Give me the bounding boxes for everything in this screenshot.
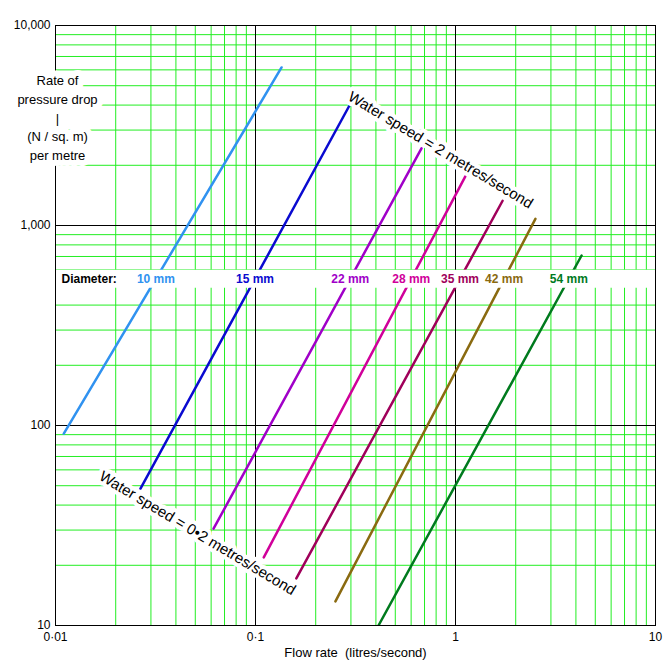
svg-text:0·01: 0·01 [43, 630, 68, 644]
svg-text:42 mm: 42 mm [485, 272, 523, 286]
svg-text:Water speed = 0•2 metres/secon: Water speed = 0•2 metres/second [97, 467, 300, 598]
svg-text:10 mm: 10 mm [137, 272, 175, 286]
svg-text:1,000: 1,000 [20, 218, 50, 232]
svg-text:Diameter:: Diameter: [62, 272, 117, 286]
svg-text:22 mm: 22 mm [331, 272, 369, 286]
svg-text:Rate ofpressure drop|(N / sq.: Rate ofpressure drop|(N / sq. m)per metr… [17, 73, 97, 163]
svg-text:54 mm: 54 mm [550, 272, 588, 286]
svg-text:0·1: 0·1 [247, 630, 265, 644]
svg-text:10: 10 [649, 630, 663, 644]
svg-text:Flow rate (litres/second): Flow rate (litres/second) [284, 645, 426, 660]
svg-text:100: 100 [30, 418, 50, 432]
svg-text:10: 10 [37, 618, 51, 632]
svg-text:1: 1 [452, 630, 459, 644]
svg-text:15 mm: 15 mm [236, 272, 274, 286]
svg-text:28 mm: 28 mm [392, 272, 430, 286]
svg-text:10,000: 10,000 [14, 18, 51, 32]
svg-text:35 mm: 35 mm [441, 272, 479, 286]
svg-text:Water speed = 2 metres/second: Water speed = 2 metres/second [345, 88, 536, 212]
